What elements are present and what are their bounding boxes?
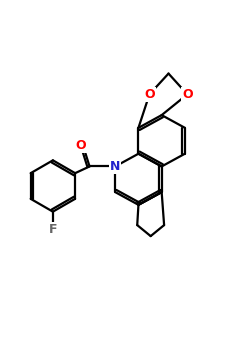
Text: O: O bbox=[182, 88, 193, 101]
Text: N: N bbox=[110, 160, 120, 173]
Text: F: F bbox=[49, 223, 57, 236]
Text: O: O bbox=[182, 88, 193, 101]
Text: O: O bbox=[144, 88, 155, 101]
Text: O: O bbox=[75, 139, 86, 152]
Text: F: F bbox=[49, 223, 57, 236]
Text: O: O bbox=[144, 88, 155, 101]
Text: O: O bbox=[75, 139, 86, 152]
